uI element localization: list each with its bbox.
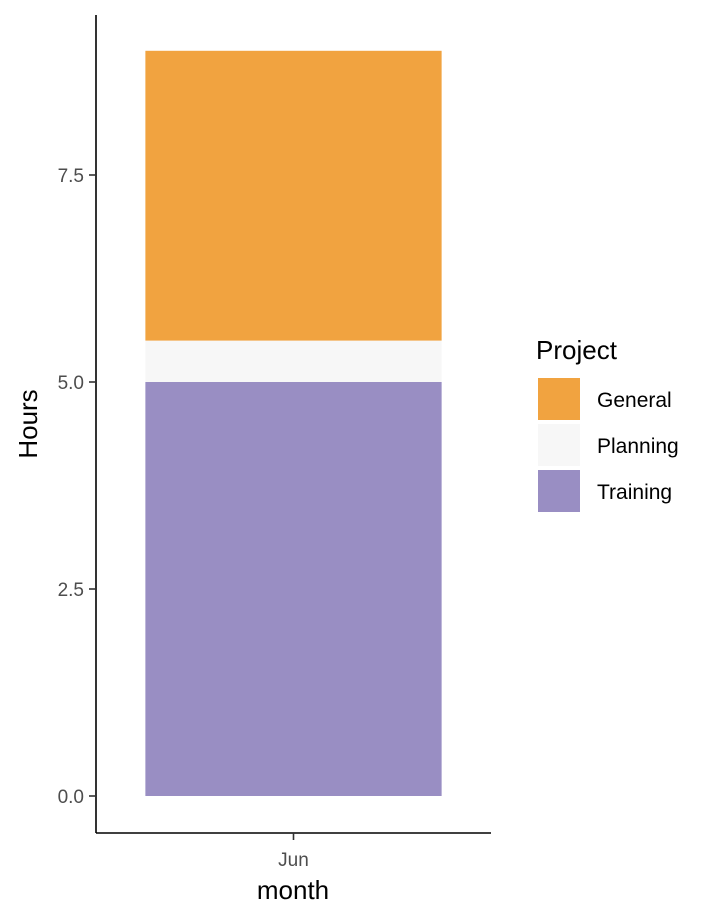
y-ticks-group: 0.0 2.5 5.0 7.5 — [58, 166, 96, 808]
y-tick-label: 0.0 — [58, 787, 84, 808]
legend-key-planning — [538, 424, 580, 466]
legend-key-training — [538, 470, 580, 512]
legend: Project General Planning Training — [536, 335, 679, 512]
bar-jun-general — [145, 50, 442, 341]
x-tick-label: Jun — [278, 850, 309, 871]
x-ticks-group: Jun — [278, 833, 309, 871]
legend-label-planning: Planning — [597, 435, 679, 458]
y-axis-title: Hours — [13, 389, 43, 458]
legend-label-general: General — [597, 389, 672, 412]
x-axis-title: month — [257, 875, 329, 905]
bar-jun-planning — [145, 340, 442, 382]
legend-label-training: Training — [597, 481, 672, 504]
legend-key-general — [538, 378, 580, 420]
y-tick-label: 7.5 — [58, 166, 84, 187]
y-tick-label: 2.5 — [58, 580, 84, 601]
bars-group — [145, 50, 442, 796]
bar-jun-training — [145, 382, 442, 796]
y-tick-label: 5.0 — [58, 373, 84, 394]
legend-title: Project — [536, 335, 618, 365]
